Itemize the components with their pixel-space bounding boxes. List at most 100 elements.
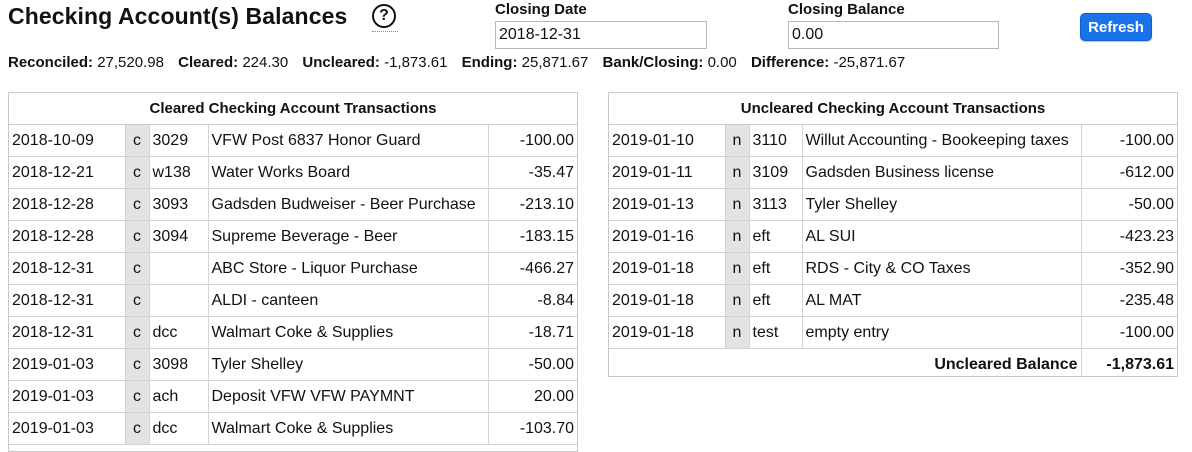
cell-payee: AL MAT [802,284,1082,317]
reconciled-label: Reconciled: [8,54,94,71]
cell-flag: n [725,156,750,189]
cell-date: 2019-01-18 [609,284,726,317]
difference-label: Difference: [750,54,830,71]
cell-flag: c [125,284,150,317]
cell-amount: -35.47 [488,156,577,189]
cleared-label: Cleared: [178,54,239,71]
cell-date: 2019-01-18 [609,316,726,349]
cell-amount: -100.00 [488,124,577,157]
cell-flag: c [125,380,150,413]
table-row[interactable]: 2019-01-18 n eft AL MAT -235.48 [609,284,1177,317]
cell-flag: c [125,188,150,221]
cell-flag: n [725,284,750,317]
uncleared-total-row: Uncleared Balance -1,873.61 [609,348,1177,376]
closing-balance-label: Closing Balance [788,1,905,18]
cell-payee: Walmart Coke & Supplies [208,316,489,349]
cell-payee: Water Works Board [208,156,489,189]
cell-number: ach [149,380,209,413]
cell-payee: empty entry [802,316,1082,349]
cleared-transactions-panel: Cleared Checking Account Transactions 20… [8,92,578,452]
table-row[interactable]: 2019-01-18 n eft RDS - City & CO Taxes -352.… [609,252,1177,285]
table-row[interactable]: 2019-01-18 n test empty entry -100.00 [609,316,1177,349]
cell-number: 3098 [149,348,209,381]
table-row[interactable]: 2018-12-28 c 3093 Gadsden Budweiser - Beer … [9,188,577,221]
cell-flag: n [725,316,750,349]
cell-payee: Deposit VFW VFW PAYMNT [208,380,489,413]
cell-payee: Tyler Shelley [208,348,489,381]
cell-date: 2018-12-31 [9,252,126,285]
cell-flag: n [725,252,750,285]
cell-amount: -352.90 [1081,252,1177,285]
difference-value: -25,871.67 [833,54,906,71]
cell-amount: -466.27 [488,252,577,285]
cell-amount: -50.00 [1081,188,1177,221]
uncleared-transactions-table: Uncleared Checking Account Transactions … [609,93,1177,376]
cell-amount: -100.00 [1081,316,1177,349]
cell-amount: -18.71 [488,316,577,349]
cell-payee: AL SUI [802,220,1082,253]
help-icon[interactable]: ? [372,4,396,28]
closing-date-label: Closing Date [495,1,587,18]
uncleared-total-label: Uncleared Balance [609,348,1082,376]
cell-flag: n [725,220,750,253]
table-row[interactable]: 2019-01-10 n 3110 Willut Accounting - Booke… [609,124,1177,157]
cell-amount: -50.00 [488,348,577,381]
cell-number: 3093 [149,188,209,221]
table-row[interactable]: 2019-01-03 c ach Deposit VFW VFW PAYMNT 20.0… [9,380,577,413]
table-row[interactable]: 2019-01-03 c 3098 Tyler Shelley -50.00 [9,348,577,381]
cell-amount: -213.10 [488,188,577,221]
cleared-transactions-table: Cleared Checking Account Transactions 20… [9,93,577,445]
cell-number: 3094 [149,220,209,253]
table-row[interactable]: 2019-01-11 n 3109 Gadsden Business license -… [609,156,1177,189]
uncleared-transactions-panel: Uncleared Checking Account Transactions … [608,92,1178,377]
cell-payee: VFW Post 6837 Honor Guard [208,124,489,157]
table-row[interactable]: 2018-12-21 c w138 Water Works Board -35.47 [9,156,577,189]
cell-payee: Gadsden Business license [802,156,1082,189]
reconciled-value: 27,520.98 [97,54,164,71]
table-row[interactable]: 2018-12-28 c 3094 Supreme Beverage - Beer -1… [9,220,577,253]
table-row[interactable]: 2019-01-16 n eft AL SUI -423.23 [609,220,1177,253]
cell-date: 2019-01-10 [609,124,726,157]
uncleared-table-body: 2019-01-10 n 3110 Willut Accounting - Booke… [609,124,1177,349]
table-row[interactable]: 2018-12-31 c ALDI - canteen -8.84 [9,284,577,317]
bank-closing-value: 0.00 [707,54,737,71]
cell-date: 2019-01-18 [609,252,726,285]
table-row[interactable]: 2018-10-09 c 3029 VFW Post 6837 Honor Guard… [9,124,577,157]
cell-number: w138 [149,156,209,189]
table-row[interactable]: 2018-12-31 c ABC Store - Liquor Purchase -4… [9,252,577,285]
page-title: Checking Account(s) Balances [8,3,348,29]
cell-number: 3113 [749,188,803,221]
uncleared-label: Uncleared: [302,54,380,71]
uncleared-value: -1,873.61 [384,54,448,71]
cell-payee: Supreme Beverage - Beer [208,220,489,253]
cell-amount: -183.15 [488,220,577,253]
cell-payee: Gadsden Budweiser - Beer Purchase [208,188,489,221]
cell-flag: c [125,220,150,253]
ending-label: Ending: [461,54,518,71]
cell-amount: 20.00 [488,380,577,413]
cell-date: 2019-01-03 [9,380,126,413]
table-row[interactable]: 2019-01-13 n 3113 Tyler Shelley -50.00 [609,188,1177,221]
cleared-table-body: 2018-10-09 c 3029 VFW Post 6837 Honor Guard… [9,124,577,445]
cell-amount: -100.00 [1081,124,1177,157]
cell-flag: c [125,156,150,189]
cell-amount: -612.00 [1081,156,1177,189]
ending-value: 25,871.67 [521,54,589,71]
table-row[interactable]: 2018-12-31 c dcc Walmart Coke & Supplies -18… [9,316,577,349]
cleared-value: 224.30 [242,54,289,71]
cell-number [149,284,209,317]
closing-date-input[interactable] [495,21,707,49]
uncleared-total-value: -1,873.61 [1106,355,1174,373]
refresh-button[interactable]: Refresh [1080,13,1152,41]
cell-amount: -423.23 [1081,220,1177,253]
cell-number: test [749,316,803,349]
cell-flag: c [125,316,150,349]
cell-number: eft [749,284,803,317]
cell-number: dcc [149,316,209,349]
balance-summary: Reconciled: 27,520.98 Cleared: 224.30 Un… [8,54,915,71]
cell-number [149,252,209,285]
closing-balance-input[interactable] [788,21,999,49]
cell-date: 2019-01-11 [609,156,726,189]
cell-payee: RDS - City & CO Taxes [802,252,1082,285]
cell-number: 3029 [149,124,209,157]
